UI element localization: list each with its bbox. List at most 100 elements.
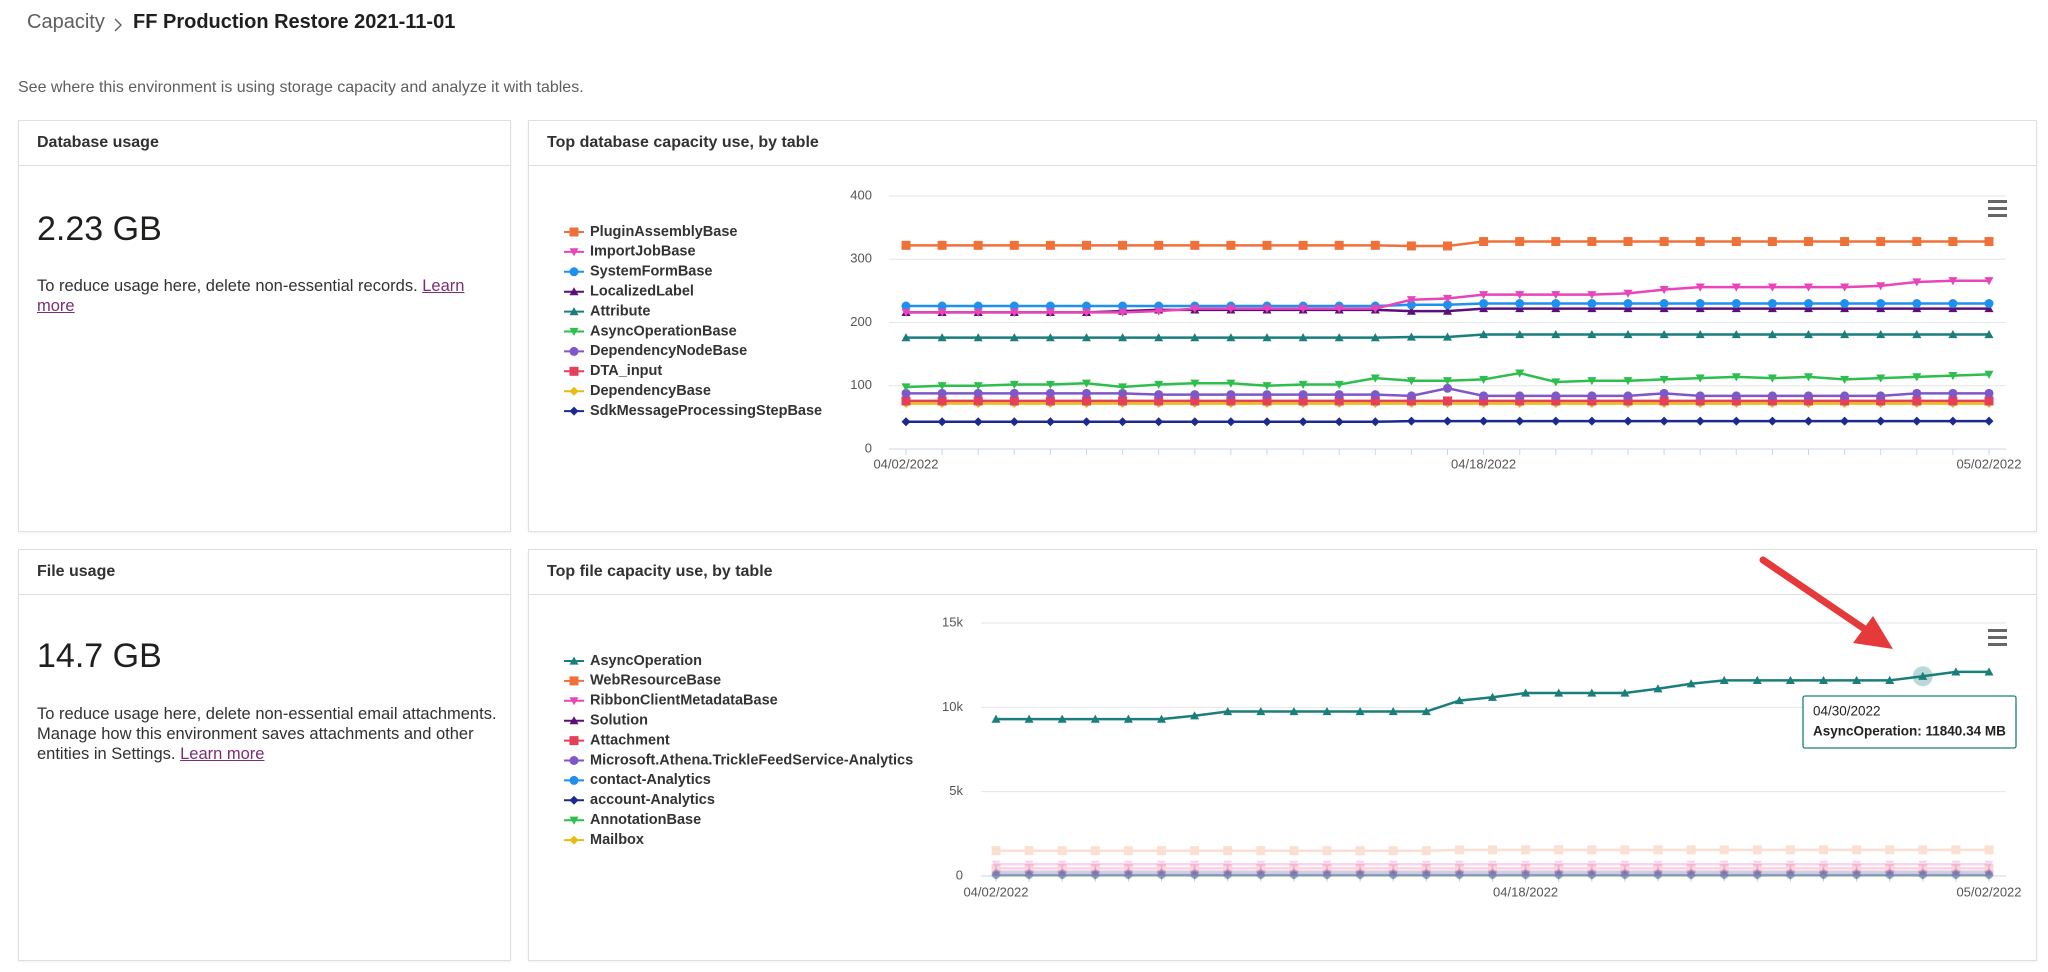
data-point	[1653, 870, 1663, 880]
data-point	[1659, 396, 1669, 406]
data-point	[1852, 860, 1862, 869]
breadcrumb-link[interactable]: Capacity	[27, 11, 105, 33]
data-point	[1876, 282, 1886, 291]
data-point	[1876, 396, 1886, 406]
data-point	[1454, 870, 1464, 880]
data-point	[1057, 870, 1067, 880]
data-point	[1785, 863, 1795, 873]
data-point	[1262, 396, 1272, 406]
data-point	[1123, 870, 1133, 880]
data-point	[1322, 870, 1332, 880]
data-point	[1767, 237, 1777, 247]
data-point	[1262, 333, 1272, 342]
data-point	[1731, 396, 1741, 406]
data-point	[1045, 240, 1055, 250]
data-point	[1695, 391, 1705, 401]
data-point	[1521, 871, 1531, 880]
chart-menu[interactable]	[1988, 200, 2007, 217]
data-point	[1009, 301, 1019, 311]
data-point	[1984, 667, 1994, 676]
data-point	[1785, 871, 1795, 880]
data-point	[1951, 845, 1961, 855]
data-point	[1009, 417, 1019, 427]
data-point	[1298, 417, 1308, 427]
data-point	[1785, 870, 1795, 880]
data-point	[1118, 396, 1128, 406]
annotation-arrow	[1759, 556, 1893, 649]
data-point	[1551, 416, 1561, 426]
data-point	[1521, 863, 1531, 873]
data-point	[1876, 237, 1886, 247]
data-point	[901, 240, 911, 250]
data-point	[1885, 871, 1895, 881]
data-point	[1488, 867, 1497, 876]
data-point	[1082, 417, 1091, 427]
data-point	[1223, 860, 1233, 869]
data-point	[973, 333, 983, 342]
data-point	[1123, 846, 1133, 856]
breadcrumb-chevron	[114, 18, 122, 32]
data-point	[1057, 871, 1067, 880]
data-point	[1587, 416, 1597, 426]
data-point	[1653, 860, 1663, 869]
data-point	[1118, 308, 1128, 317]
data-point	[1123, 867, 1133, 876]
data-point	[1804, 396, 1813, 406]
legend-marker	[569, 327, 579, 336]
data-point	[1045, 388, 1055, 398]
data-point	[1623, 289, 1633, 298]
data-point	[1653, 871, 1663, 881]
data-point	[1587, 391, 1597, 401]
chart-menu[interactable]	[1988, 629, 2007, 646]
data-point	[1322, 707, 1332, 716]
data-point	[973, 240, 983, 250]
data-point	[1157, 714, 1166, 723]
data-point	[1948, 237, 1958, 247]
data-point	[901, 396, 911, 406]
database-chart-card: Top database capacity use, by table 0 100…	[528, 120, 2037, 532]
data-point	[1479, 237, 1489, 247]
data-point	[1752, 870, 1762, 880]
data-point	[1009, 308, 1019, 317]
data-point	[1623, 396, 1633, 406]
data-point	[1984, 869, 1994, 879]
data-point	[1912, 299, 1922, 309]
legend-marker	[569, 287, 579, 296]
data-point	[1515, 291, 1525, 300]
data-point	[1262, 390, 1272, 400]
data-point	[1479, 304, 1489, 313]
data-point	[1951, 863, 1961, 873]
data-point	[1190, 390, 1200, 400]
data-point	[1334, 417, 1344, 427]
data-point	[1885, 675, 1895, 684]
data-point	[1984, 237, 1994, 247]
data-point	[1785, 845, 1795, 855]
data-point	[1804, 283, 1813, 292]
data-point	[1885, 870, 1895, 880]
data-point	[1653, 871, 1663, 880]
data-point	[1370, 333, 1380, 342]
data-point	[1731, 237, 1741, 247]
data-point	[1984, 388, 1994, 398]
data-point	[1819, 871, 1828, 881]
learn-more-link[interactable]: Learn more	[37, 277, 465, 315]
legend-marker	[569, 676, 579, 686]
series	[901, 396, 1994, 406]
learn-more-link[interactable]: Learn more	[180, 745, 265, 763]
data-point	[1840, 330, 1850, 339]
menu-bar	[1988, 636, 2007, 639]
series	[991, 667, 1994, 723]
data-point	[1443, 300, 1452, 310]
data-point	[1767, 416, 1777, 426]
legend-label: account-Analytics	[590, 792, 715, 808]
y-tick-label: 200	[850, 314, 872, 329]
data-point	[1659, 304, 1669, 313]
data-point	[1659, 237, 1669, 247]
series	[901, 237, 1994, 251]
data-point	[1719, 870, 1729, 880]
data-point	[1521, 870, 1531, 880]
data-point	[1118, 333, 1128, 342]
data-point	[1090, 863, 1100, 873]
data-point	[1388, 846, 1398, 856]
data-point	[1388, 860, 1398, 869]
